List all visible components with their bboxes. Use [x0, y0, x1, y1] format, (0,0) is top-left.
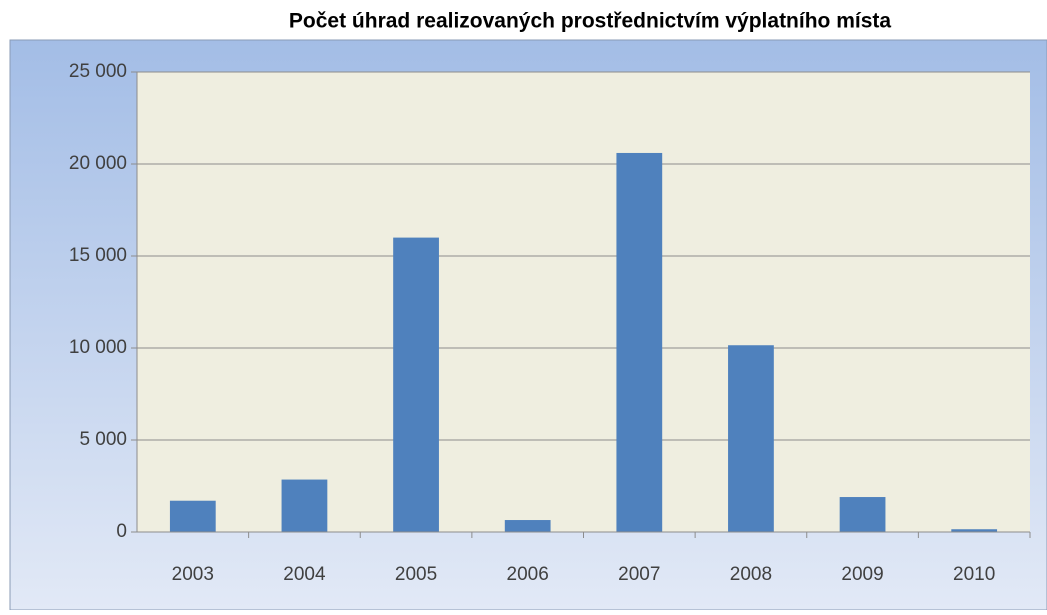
bar: [839, 497, 886, 532]
x-tick-label: 2006: [507, 564, 549, 585]
bar: [616, 152, 663, 532]
y-tick-label: 25 000: [69, 61, 127, 82]
plot-area: [137, 72, 1030, 532]
y-tick-label: 20 000: [69, 153, 127, 174]
bar: [728, 345, 774, 532]
x-tick-label: 2008: [730, 564, 772, 585]
y-tick-label: 5 000: [79, 429, 127, 450]
x-tick-label: 2003: [172, 564, 214, 585]
chart-title: Počet úhrad realizovaných prostřednictví…: [289, 10, 891, 33]
bar: [393, 237, 439, 532]
bar: [281, 479, 328, 532]
x-tick-label: 2005: [395, 564, 437, 585]
y-tick-label: 15 000: [69, 245, 127, 266]
x-tick-label: 2009: [841, 564, 883, 585]
x-tick-label: 2007: [618, 564, 660, 585]
y-tick-label: 10 000: [69, 337, 127, 358]
x-tick-label: 2010: [953, 564, 995, 585]
bar: [951, 529, 998, 532]
y-tick-label: 0: [116, 521, 127, 542]
bar: [504, 520, 551, 532]
bar: [169, 500, 216, 532]
x-tick-label: 2004: [283, 564, 326, 585]
